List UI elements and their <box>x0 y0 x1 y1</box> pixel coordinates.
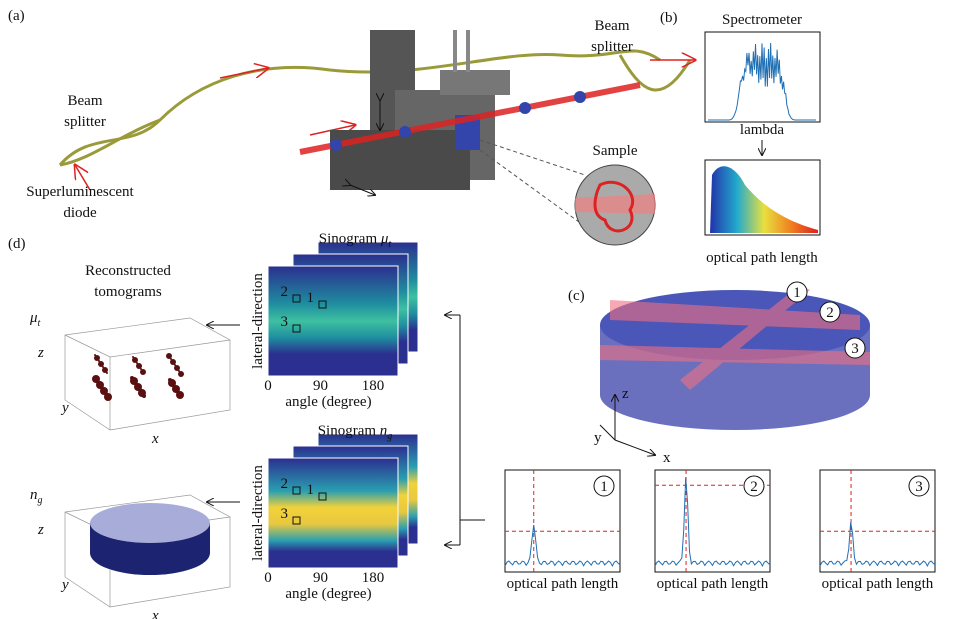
symbol: n <box>30 487 38 503</box>
axis-label: x <box>151 608 159 619</box>
scatter-blob <box>106 372 108 374</box>
point-label: 3 <box>281 506 289 522</box>
x-tick-label: 90 <box>313 570 328 586</box>
axis-label: z <box>37 345 44 361</box>
axis-label: optical path length <box>507 576 619 592</box>
label: Spectrometer <box>722 12 802 28</box>
axis-label: x <box>663 450 671 466</box>
plot-marker: 1 <box>600 479 608 495</box>
panel-b: (b) Spectrometer lambda optical path len… <box>660 10 820 266</box>
scatter-blob <box>140 369 146 375</box>
axis-label: z <box>37 522 44 538</box>
spectrum <box>708 43 816 120</box>
plot-marker: 3 <box>915 479 923 495</box>
tomogram-label: ng <box>30 487 43 506</box>
axis-label: y <box>60 400 69 416</box>
panel-label: (d) <box>8 236 26 252</box>
subscript: g <box>387 431 392 442</box>
x-tick-label: 90 <box>313 378 328 394</box>
panel-a: (a) Beam splitter Beam splitter Superlum… <box>8 8 695 245</box>
subscript: t <box>388 239 391 250</box>
subscript: g <box>38 495 43 506</box>
volume-top <box>90 503 210 543</box>
axis-label: optical path length <box>706 250 818 266</box>
profile <box>820 522 935 566</box>
point-label: 2 <box>281 476 289 492</box>
arrow <box>220 68 268 78</box>
x-tick-label: 0 <box>264 570 272 586</box>
plane-label: 2 <box>826 305 834 321</box>
label: splitter <box>591 39 633 55</box>
point-label: 2 <box>281 284 289 300</box>
subscript: t <box>38 318 41 329</box>
label: Sample <box>593 143 638 159</box>
axis-label: optical path length <box>657 576 769 592</box>
text-part: Sinogram <box>318 423 377 439</box>
axis-label: optical path length <box>822 576 934 592</box>
panel-label: (a) <box>8 8 25 24</box>
panel-label: (c) <box>568 288 585 304</box>
box-3d <box>65 318 230 430</box>
axis-label: angle (degree) <box>285 586 371 602</box>
x-tick-label: 0 <box>264 378 272 394</box>
label: Beam <box>68 93 103 109</box>
plot-marker: 2 <box>750 479 758 495</box>
stage <box>330 30 510 190</box>
point-label: 3 <box>281 314 289 330</box>
figure: (a) Beam splitter Beam splitter Superlum… <box>0 0 961 619</box>
axis-label: angle (degree) <box>285 394 371 410</box>
axis-label: z <box>622 386 629 402</box>
label: splitter <box>64 114 106 130</box>
axis-label: y <box>60 577 69 593</box>
axis-label: x <box>151 431 159 447</box>
scatter-blob <box>176 391 184 399</box>
scatter-blob <box>142 394 146 398</box>
axis-label: y <box>594 430 602 446</box>
axis-label: lateral-direction <box>250 465 266 561</box>
symbol: n <box>380 423 388 439</box>
tomogram-label: μt <box>29 310 41 329</box>
label: diode <box>63 205 97 221</box>
axis-label: lambda <box>740 122 784 138</box>
text-part: Sinogram <box>319 231 378 247</box>
plane-label: 1 <box>793 285 801 301</box>
scatter-blob <box>104 393 112 401</box>
scatter-blob <box>178 371 184 377</box>
panel-label: (b) <box>660 10 678 26</box>
point-label: 1 <box>307 290 315 306</box>
point-label: 1 <box>307 482 315 498</box>
x-tick-label: 180 <box>362 378 385 394</box>
x-tick-label: 180 <box>362 570 385 586</box>
label: Superluminescent <box>26 184 134 200</box>
label: Reconstructed <box>85 263 171 279</box>
label: Beam <box>595 18 630 34</box>
plane-label: 3 <box>851 341 859 357</box>
label: tomograms <box>94 284 162 300</box>
axis-label: lateral-direction <box>250 273 266 369</box>
